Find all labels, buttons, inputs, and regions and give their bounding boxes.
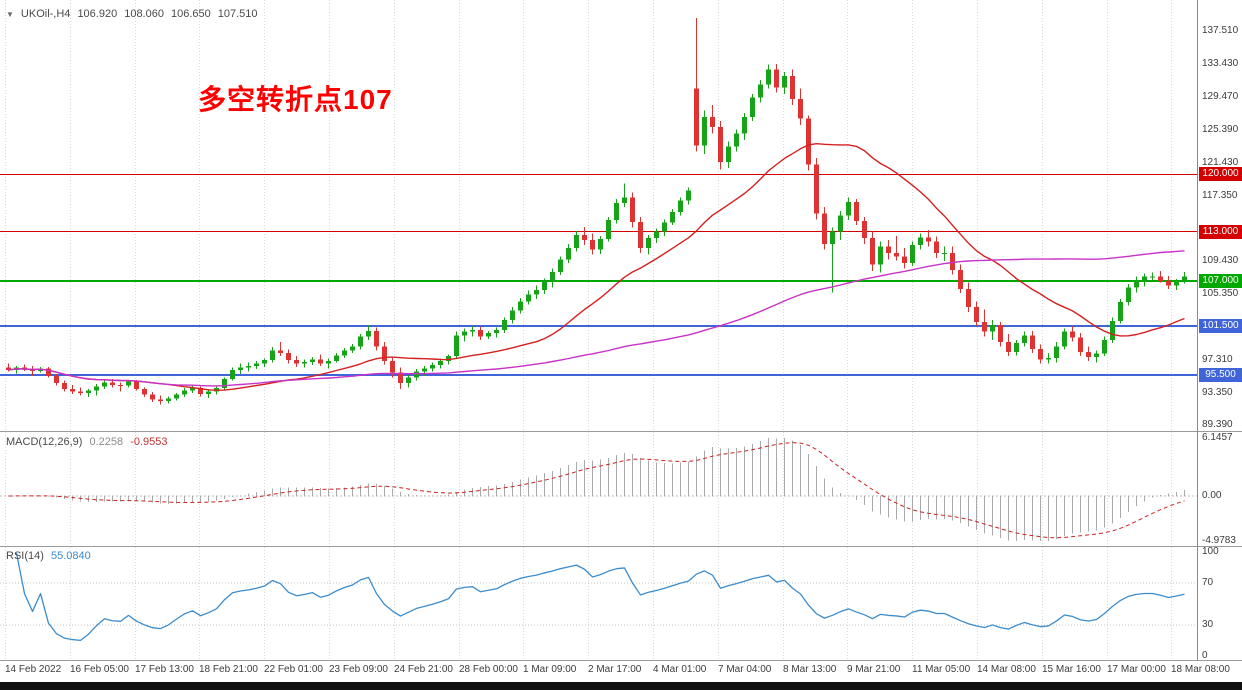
rsi-scale-label: 30 xyxy=(1202,618,1214,630)
ohlc-close: 107.510 xyxy=(217,8,258,20)
chart-annotation-text[interactable]: 多空转折点107 xyxy=(198,84,393,115)
time-axis-label: 14 Mar 08:00 xyxy=(977,664,1036,675)
price-tick-label: 105.350 xyxy=(1202,288,1239,300)
macd-name: MACD(12,26,9) xyxy=(6,436,83,448)
time-axis-label: 24 Feb 21:00 xyxy=(394,664,453,675)
time-axis-label: 2 Mar 17:00 xyxy=(588,664,642,675)
price-line-badge: 101.500 xyxy=(1199,318,1242,333)
rsi-value: 55.0840 xyxy=(50,550,91,562)
price-tick-label: 97.310 xyxy=(1202,354,1233,366)
ohlc-open: 106.920 xyxy=(77,8,118,20)
time-axis-label: 28 Feb 00:00 xyxy=(459,664,518,675)
time-axis-label: 4 Mar 01:00 xyxy=(653,664,707,675)
ohlc-low: 106.650 xyxy=(170,8,211,20)
macd-scale-label: -4.9783 xyxy=(1202,535,1236,546)
ohlc-high: 108.060 xyxy=(124,8,164,20)
symbol-info: ▼ UKOil-,H4 106.920 108.060 106.650 107.… xyxy=(6,8,258,20)
rsi-name: RSI(14) xyxy=(6,550,44,562)
rsi-scale-label: 70 xyxy=(1202,577,1214,589)
time-axis-label: 18 Feb 21:00 xyxy=(199,664,258,675)
time-axis-label: 11 Mar 05:00 xyxy=(912,664,971,675)
time-axis-label: 17 Feb 13:00 xyxy=(135,664,194,675)
macd-scale-label: 6.1457 xyxy=(1202,432,1233,443)
price-tick-label: 129.470 xyxy=(1202,90,1239,102)
price-tick-label: 125.390 xyxy=(1202,124,1239,136)
time-axis-label: 8 Mar 13:00 xyxy=(783,664,837,675)
time-axis-label: 7 Mar 04:00 xyxy=(718,664,772,675)
time-axis-label: 18 Mar 08:00 xyxy=(1171,664,1230,675)
bottom-bar xyxy=(0,682,1242,690)
time-axis-label: 17 Mar 00:00 xyxy=(1107,664,1166,675)
price-tick-label: 89.390 xyxy=(1202,419,1233,430)
price-tick-label: 109.430 xyxy=(1202,254,1239,266)
time-axis[interactable]: 14 Feb 2022 16 Feb 05:00 17 Feb 13:00 18 Fe… xyxy=(0,661,1242,682)
price-tick-label: 117.350 xyxy=(1202,190,1238,202)
macd-scale-label: 0.00 xyxy=(1202,489,1222,501)
price-tick-label: 137.510 xyxy=(1202,25,1239,36)
macd-indicator-label: MACD(12,26,9) 0.2258 -0.9553 xyxy=(6,436,168,448)
price-tick-label: 121.430 xyxy=(1202,156,1239,168)
time-axis-label: 1 Mar 09:00 xyxy=(523,664,577,675)
time-axis-label: 14 Feb 2022 xyxy=(5,664,62,675)
time-axis-label: 23 Feb 09:00 xyxy=(329,664,388,675)
rsi-scale-label: 0 xyxy=(1202,650,1208,661)
price-line-badge: 107.000 xyxy=(1199,273,1242,288)
time-axis-label: 15 Mar 16:00 xyxy=(1042,664,1101,675)
price-line-badge: 120.000 xyxy=(1199,167,1242,182)
macd-signal-value: -0.9553 xyxy=(130,436,168,448)
symbol-dropdown-icon[interactable]: ▼ xyxy=(6,9,14,19)
price-scale[interactable]: 137.510 133.430 129.470 125.390 121.430 117.3… xyxy=(1197,0,1242,661)
price-tick-label: 133.430 xyxy=(1202,58,1239,70)
price-line-badge: 113.000 xyxy=(1199,224,1242,239)
rsi-scale-label: 100 xyxy=(1202,546,1219,557)
price-line-badge: 95.500 xyxy=(1199,368,1242,382)
symbol-title: UKOil-,H4 xyxy=(20,8,71,20)
rsi-indicator-label: RSI(14) 55.0840 xyxy=(6,550,91,562)
time-axis-label: 9 Mar 21:00 xyxy=(847,664,901,675)
macd-main-value: 0.2258 xyxy=(89,436,124,448)
price-tick-label: 93.350 xyxy=(1202,386,1233,398)
time-axis-label: 16 Feb 05:00 xyxy=(70,664,129,675)
time-axis-label: 22 Feb 01:00 xyxy=(264,664,323,675)
